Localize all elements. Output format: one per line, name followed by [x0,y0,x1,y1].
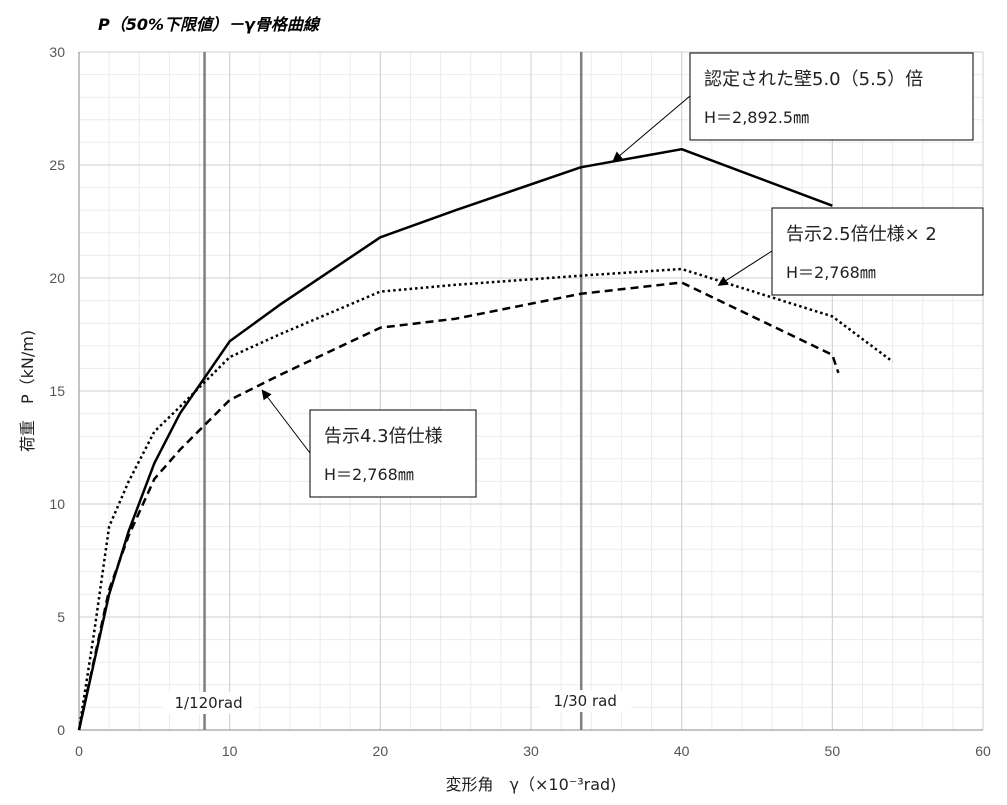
x-tick-label: 10 [222,743,238,759]
y-tick-label: 15 [49,383,65,399]
callout-arrow [717,250,773,286]
y-tick-label: 5 [57,609,65,625]
callout-height: H＝2,768㎜ [324,465,414,484]
reference-label-bg [162,692,255,714]
x-tick-label: 50 [825,743,841,759]
x-axis-label: 変形角 γ（×10⁻³rad) [446,775,617,794]
callout-arrow [612,95,691,162]
x-tick-label: 60 [975,743,991,759]
series-line-2 [77,267,894,731]
y-tick-label: 25 [49,157,65,173]
callout-title: 告示4.3倍仕様 [324,426,443,447]
reference-label: 1/30 rad [554,692,617,710]
callout-title: 認定された壁5.0（5.5）倍 [704,69,923,90]
x-tick-label: 0 [75,743,83,759]
grid [78,51,984,731]
x-tick-label: 30 [523,743,539,759]
callout-title: 告示2.5倍仕様× 2 [786,224,937,245]
callout-height: H＝2,768㎜ [786,263,876,282]
y-axis-label: 荷重 P（kN/m) [18,330,37,452]
series-line-1 [77,147,833,731]
y-tick-label: 0 [57,722,65,738]
x-tick-label: 20 [373,743,389,759]
y-tick-label: 10 [49,496,65,512]
reference-label-bg [539,690,632,712]
callout-box [771,207,984,296]
axes [78,52,983,731]
series-line-3 [77,281,840,731]
chart-title: P（50%下限値）－γ骨格曲線 [98,15,321,34]
reference-label: 1/120rad [174,694,242,712]
tick-labels: 0 10 20 30 40 50 60 0 5 10 15 20 25 30 [49,44,991,759]
x-tick-label: 40 [674,743,690,759]
y-tick-label: 20 [49,270,65,286]
series-group [77,147,894,731]
callout-arrow [261,389,311,454]
callout-box [689,52,974,141]
callout-height: H＝2,892.5㎜ [704,108,809,127]
callout-box [309,409,477,498]
y-tick-label: 30 [49,44,65,60]
reference-lines: 1/120rad 1/30 rad [162,52,632,730]
